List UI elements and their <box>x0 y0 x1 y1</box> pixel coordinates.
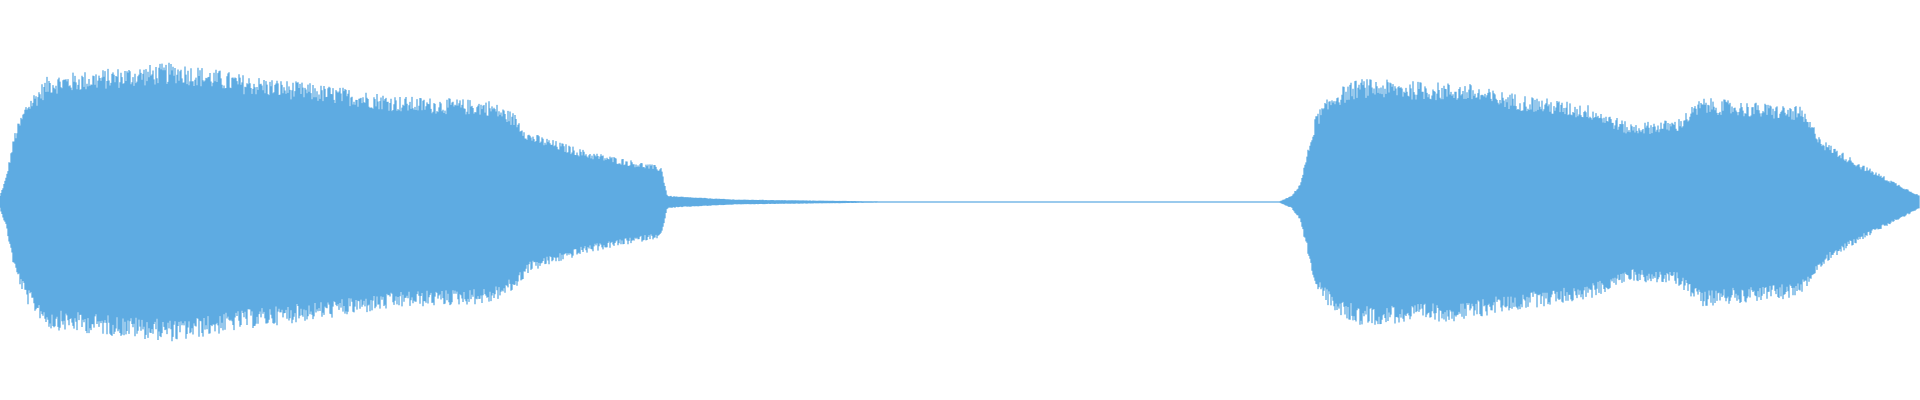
waveform-shape <box>0 62 1920 342</box>
